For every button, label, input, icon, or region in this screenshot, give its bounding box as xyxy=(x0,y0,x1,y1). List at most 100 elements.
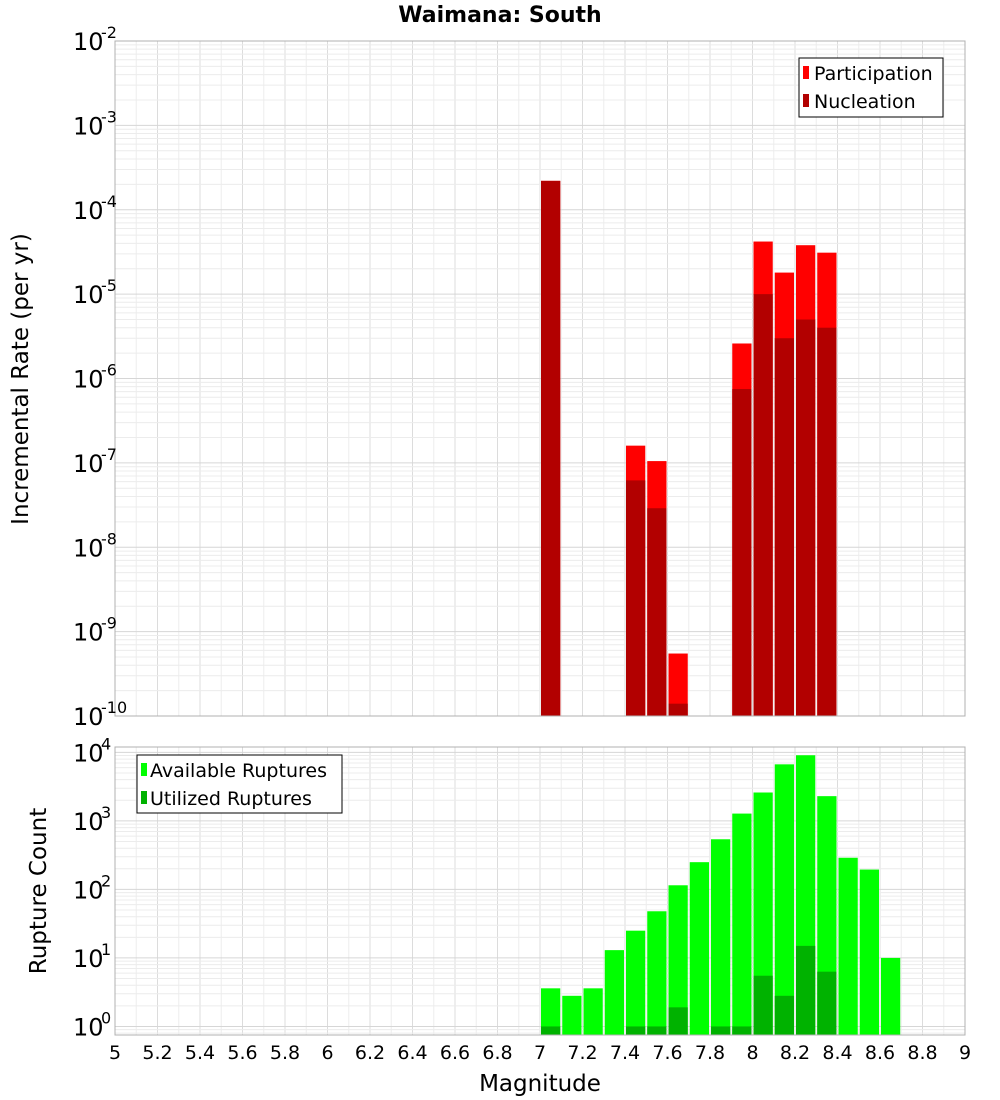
bottom-y-tick-exponent: 1 xyxy=(101,940,111,959)
x-tick-labels: 5 5.2 5.4 5.6 5.8 6 6.2 6.4 6.6 6.8 7 7.2 7.4 7.6 7.8 8… xyxy=(109,1042,971,1064)
bottom-bar-utilized-ruptures xyxy=(626,1026,646,1035)
top-y-tick-exponent: -10 xyxy=(101,698,127,717)
available-legend-swatch xyxy=(141,763,147,776)
participation-legend-label: Participation xyxy=(814,63,933,85)
top-bars xyxy=(541,180,837,717)
top-bar-nucleation xyxy=(541,180,561,716)
bottom-bars xyxy=(541,755,901,1035)
top-bar-nucleation xyxy=(668,703,688,716)
bottom-bar-utilized-ruptures xyxy=(732,1026,752,1035)
top-y-tick-label: 10 xyxy=(73,703,104,731)
x-tick-label: 8.6 xyxy=(865,1042,895,1064)
x-tick-label: 7.2 xyxy=(567,1042,597,1064)
utilized-legend-label: Utilized Ruptures xyxy=(150,788,312,810)
bottom-bar-utilized-ruptures xyxy=(541,1026,561,1035)
bottom-y-axis-label: Rupture Count xyxy=(26,808,52,974)
top-y-tick-exponent: -6 xyxy=(101,361,117,380)
bottom-y-tick-label: 10 xyxy=(73,1013,104,1041)
x-tick-label: 5.8 xyxy=(270,1042,300,1064)
x-tick-label: 5 xyxy=(109,1042,121,1064)
top-y-tick-label: 10 xyxy=(73,534,104,562)
top-y-tick-label: 10 xyxy=(73,450,104,478)
bottom-y-tick-label: 10 xyxy=(73,739,104,767)
top-y-tick-label: 10 xyxy=(73,197,104,225)
top-y-axis-label: Incremental Rate (per yr) xyxy=(8,233,34,525)
bottom-bar-utilized-ruptures xyxy=(711,1026,731,1035)
x-tick-label: 6.6 xyxy=(440,1042,470,1064)
top-bar-nucleation xyxy=(774,338,794,716)
top-bar-nucleation xyxy=(647,508,667,716)
bottom-bar-utilized-ruptures xyxy=(817,971,837,1035)
bottom-bar-available-ruptures xyxy=(838,857,858,1035)
bottom-y-tick-label: 10 xyxy=(73,876,104,904)
bottom-bar-utilized-ruptures xyxy=(774,995,794,1035)
top-y-tick-exponent: -5 xyxy=(101,276,117,295)
bottom-bar-available-ruptures xyxy=(626,930,646,1035)
bottom-y-tick-exponent: 2 xyxy=(101,871,111,890)
x-axis-label: Magnitude xyxy=(479,1071,601,1097)
bottom-bar-available-ruptures xyxy=(753,792,773,1035)
top-y-tick-label: 10 xyxy=(73,112,104,140)
bottom-y-tick-label: 10 xyxy=(73,945,104,973)
top-y-tick-label: 10 xyxy=(73,281,104,309)
utilized-legend-swatch xyxy=(141,791,147,804)
bottom-bar-available-ruptures xyxy=(732,813,752,1035)
top-y-tick-exponent: -4 xyxy=(101,192,117,211)
top-legend: Participation Nucleation xyxy=(798,57,944,118)
top-y-tick-label: 10 xyxy=(73,619,104,647)
x-tick-label: 6.8 xyxy=(482,1042,512,1064)
bottom-bar-available-ruptures xyxy=(541,988,561,1035)
nucleation-legend-swatch xyxy=(803,94,809,107)
x-tick-label: 7 xyxy=(534,1042,546,1064)
top-bar-nucleation xyxy=(817,327,837,716)
top-y-tick-exponent: -7 xyxy=(101,445,117,464)
top-bar-nucleation xyxy=(796,319,816,716)
top-y-tick-exponent: -9 xyxy=(101,614,117,633)
bottom-plot-border xyxy=(114,746,966,1036)
x-tick-label: 8 xyxy=(746,1042,758,1064)
top-y-tick-exponent: -3 xyxy=(101,107,117,126)
top-legend-box xyxy=(798,57,944,118)
bottom-bar-available-ruptures xyxy=(647,911,667,1035)
x-tick-label: 8.2 xyxy=(780,1042,810,1064)
bottom-bar-utilized-ruptures xyxy=(668,1007,688,1035)
x-tick-label: 5.4 xyxy=(185,1042,215,1064)
top-y-tick-exponent: -8 xyxy=(101,529,117,548)
bottom-legend: Available Ruptures Utilized Ruptures xyxy=(136,754,343,814)
top-gridlines xyxy=(114,40,966,717)
top-y-tick-label: 10 xyxy=(73,28,104,56)
bottom-y-tick-label: 10 xyxy=(73,808,104,836)
bottom-bar-available-ruptures xyxy=(689,862,709,1035)
bottom-y-tick-exponent: 0 xyxy=(101,1008,111,1027)
available-legend-label: Available Ruptures xyxy=(150,760,327,782)
x-tick-label: 7.4 xyxy=(610,1042,640,1064)
x-tick-label: 9 xyxy=(959,1042,971,1064)
x-tick-label: 8.4 xyxy=(822,1042,852,1064)
x-tick-label: 6.2 xyxy=(355,1042,385,1064)
bottom-y-tick-exponent: 4 xyxy=(101,734,111,753)
x-tick-label: 5.2 xyxy=(142,1042,172,1064)
top-y-tick-exponent: -2 xyxy=(101,23,117,42)
top-bar-nucleation xyxy=(753,294,773,716)
x-tick-label: 6.4 xyxy=(397,1042,427,1064)
top-bar-participation xyxy=(668,653,688,716)
top-plot-border xyxy=(114,40,966,717)
bottom-bar-available-ruptures xyxy=(859,869,879,1035)
top-bar-nucleation xyxy=(732,389,752,716)
bottom-bar-available-ruptures xyxy=(711,839,731,1035)
bottom-bar-utilized-ruptures xyxy=(796,945,816,1035)
nucleation-legend-label: Nucleation xyxy=(814,91,916,113)
bottom-bar-utilized-ruptures xyxy=(753,975,773,1035)
x-tick-label: 8.8 xyxy=(907,1042,937,1064)
x-tick-label: 6 xyxy=(321,1042,333,1064)
x-tick-label: 7.6 xyxy=(652,1042,682,1064)
bottom-bar-available-ruptures xyxy=(583,988,603,1035)
chart-title: Waimana: South xyxy=(398,3,601,28)
top-bar-nucleation xyxy=(626,480,646,716)
bottom-bar-available-ruptures xyxy=(562,995,582,1035)
